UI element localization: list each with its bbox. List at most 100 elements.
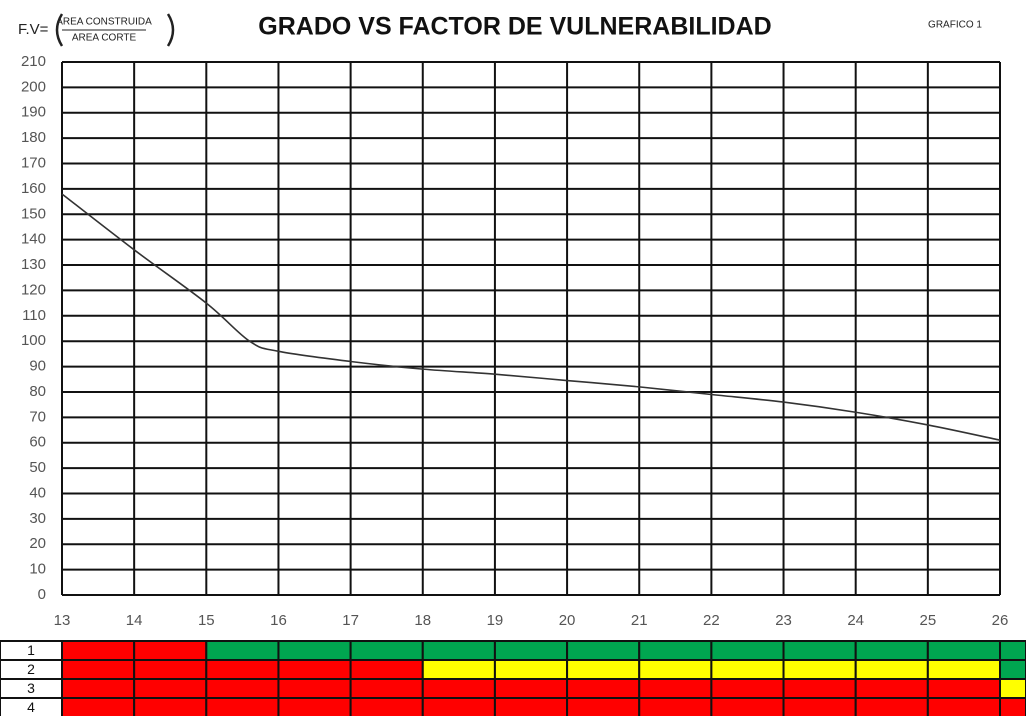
zone-cell (61, 678, 136, 699)
zone-cell (710, 640, 785, 661)
zone-cell (421, 659, 496, 680)
y-tick-label: 80 (29, 383, 46, 400)
y-tick-label: 200 (21, 78, 46, 95)
chart-label: GRAFICO 1 (928, 20, 982, 31)
zone-cell (133, 678, 208, 699)
zone-cell (638, 640, 713, 661)
zone-cell (421, 678, 496, 699)
row-label: 4 (27, 699, 35, 715)
line (61, 193, 1001, 441)
zone-cell (493, 659, 569, 680)
zone-cell (277, 659, 352, 680)
formula-denominator: AREA CORTE (72, 33, 137, 44)
y-tick-label: 70 (29, 408, 46, 425)
zone-cell (999, 697, 1026, 716)
zone-cell (493, 678, 569, 699)
row-label: 1 (27, 642, 35, 658)
zone-cell (710, 697, 785, 716)
y-tick-label: 10 (29, 561, 46, 578)
zone-cell (349, 640, 424, 661)
zone-cell (999, 640, 1026, 661)
y-tick-label: 90 (29, 358, 46, 375)
zone-cell (854, 659, 929, 680)
zone-cell (277, 640, 352, 661)
zone-cell (638, 678, 713, 699)
zone-cell (349, 659, 424, 680)
chart-title: GRADO VS FACTOR DE VULNERABILIDAD (258, 13, 771, 41)
zone-cell (566, 640, 641, 661)
zone-cell (205, 678, 280, 699)
y-tick-label: 40 (29, 484, 46, 501)
x-tick-label: 15 (198, 612, 215, 629)
x-tick-label: 18 (414, 612, 431, 629)
x-tick-label: 20 (559, 612, 576, 629)
zone-cell (566, 678, 641, 699)
zone-cell (782, 678, 857, 699)
zone-cell (566, 659, 641, 680)
zone-cell (61, 697, 136, 716)
y-tick-label: 0 (38, 586, 46, 603)
y-tick-label: 120 (21, 281, 46, 298)
zone-cell (638, 659, 713, 680)
y-tick-label: 20 (29, 535, 46, 552)
row-label: 3 (27, 680, 35, 696)
zone-cell (205, 697, 280, 716)
x-tick-label: 24 (847, 612, 864, 629)
paren (166, 13, 175, 47)
y-tick-label: 100 (21, 332, 46, 349)
zone-cell (782, 640, 857, 661)
zone-cell (493, 640, 569, 661)
y-tick-label: 190 (21, 104, 46, 121)
y-tick-label: 150 (21, 205, 46, 222)
zone-cell (926, 697, 1001, 716)
x-tick-label: 19 (487, 612, 504, 629)
zone-cell (61, 659, 136, 680)
zone-cell (566, 697, 641, 716)
zone-cell (638, 697, 713, 716)
y-tick-label: 180 (21, 129, 46, 146)
y-tick-label: 130 (21, 256, 46, 273)
zone-cell (493, 697, 569, 716)
y-tick-label: 210 (21, 53, 46, 70)
x-tick-label: 13 (54, 612, 71, 629)
y-tick-label: 60 (29, 434, 46, 451)
x-tick-label: 17 (342, 612, 359, 629)
y-tick-label: 140 (21, 231, 46, 248)
zone-cell (421, 640, 496, 661)
paren (55, 13, 64, 47)
zone-cell (999, 678, 1026, 699)
zone-cell (133, 697, 208, 716)
x-tick-label: 25 (920, 612, 937, 629)
y-tick-label: 50 (29, 459, 46, 476)
formula-numerator: AREA CONSTRUIDA (56, 17, 152, 28)
x-tick-label: 14 (126, 612, 143, 629)
y-tick-label: 110 (22, 307, 46, 324)
row-label: 2 (27, 661, 35, 677)
zone-cell (926, 678, 1001, 699)
formula-lhs: F.V= (18, 21, 49, 38)
zone-cell (926, 640, 1001, 661)
zone-cell (710, 659, 785, 680)
zone-cell (61, 640, 136, 661)
x-tick-label: 23 (775, 612, 792, 629)
zone-cell (926, 659, 1001, 680)
zone-cell (205, 640, 280, 661)
y-tick-label: 160 (21, 180, 46, 197)
x-tick-label: 22 (703, 612, 720, 629)
zone-cell (854, 640, 929, 661)
zone-cell (854, 697, 929, 716)
zone-cell (710, 678, 785, 699)
zone-cell (349, 697, 424, 716)
y-tick-label: 170 (21, 154, 46, 171)
x-tick-label: 21 (631, 612, 648, 629)
zone-cell (349, 678, 424, 699)
zone-cell (999, 659, 1026, 680)
zone-cell (421, 697, 496, 716)
zone-cell (782, 697, 857, 716)
x-tick-label: 16 (270, 612, 287, 629)
zone-cell (782, 659, 857, 680)
zone-cell (277, 697, 352, 716)
zone-cell (133, 640, 208, 661)
y-tick-label: 30 (29, 510, 46, 527)
